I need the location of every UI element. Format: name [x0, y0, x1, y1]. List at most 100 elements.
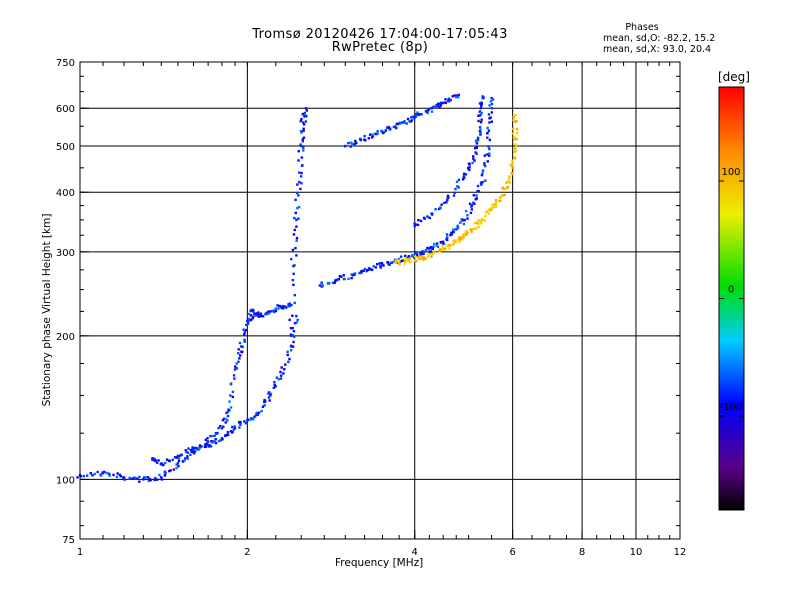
data-point [164, 471, 167, 475]
data-point [189, 448, 193, 452]
data-point [397, 257, 401, 261]
data-point [292, 330, 296, 333]
data-point [451, 228, 455, 231]
data-point [433, 105, 437, 109]
data-point [267, 310, 270, 313]
data-point [472, 194, 476, 197]
data-point [488, 104, 491, 107]
data-point [488, 208, 491, 211]
data-point [184, 449, 187, 452]
data-point [297, 194, 300, 197]
data-point [282, 305, 285, 308]
data-point [422, 252, 425, 255]
data-point [225, 411, 228, 415]
data-point [303, 111, 307, 115]
data-point [453, 94, 456, 97]
data-point [211, 434, 214, 438]
y-tick-label: 750 [56, 58, 75, 69]
data-point [226, 431, 230, 434]
data-point [283, 305, 287, 308]
data-point [164, 461, 167, 465]
data-point [432, 251, 436, 254]
data-point [347, 141, 350, 145]
data-point [275, 376, 279, 379]
data-point [448, 244, 452, 247]
data-point [376, 132, 379, 136]
data-point [468, 168, 471, 172]
data-point [255, 312, 258, 315]
data-point [511, 166, 515, 170]
data-point [198, 444, 202, 447]
data-point [432, 242, 436, 246]
data-point [163, 474, 167, 477]
data-point [472, 157, 475, 161]
x-tick-label: 1 [77, 547, 83, 558]
data-point [426, 215, 430, 219]
data-point [297, 205, 301, 209]
data-point [292, 272, 295, 275]
data-point [488, 154, 491, 157]
data-point [252, 308, 255, 312]
data-point [168, 469, 171, 473]
data-point [254, 415, 257, 418]
data-point [301, 112, 305, 116]
data-point [353, 272, 357, 276]
data-point [226, 414, 230, 418]
data-point [462, 222, 466, 226]
data-point [430, 106, 434, 110]
data-point [479, 133, 482, 136]
data-point [183, 459, 186, 462]
data-point [404, 254, 407, 258]
data-point [363, 134, 366, 138]
data-point [184, 457, 187, 460]
data-point [432, 105, 435, 108]
data-point [210, 439, 213, 443]
colorbar-tick-label: 0 [728, 285, 734, 296]
x-tick-label: 10 [630, 547, 643, 558]
data-point [274, 385, 277, 388]
data-point [478, 102, 481, 105]
data-point [456, 185, 459, 188]
data-point [213, 434, 216, 438]
data-point [268, 399, 271, 402]
data-point [484, 211, 488, 214]
data-point [277, 307, 280, 310]
data-point [450, 233, 453, 236]
data-point [246, 319, 249, 323]
legend-title: Phases [625, 22, 659, 33]
data-point [265, 311, 268, 315]
data-point [480, 221, 483, 224]
data-point [108, 472, 111, 475]
data-point [293, 301, 296, 305]
data-point [464, 233, 468, 237]
data-point [476, 136, 480, 140]
data-point [267, 396, 271, 399]
data-point [96, 470, 99, 474]
data-point [490, 120, 494, 123]
data-point [349, 141, 352, 144]
data-point [299, 130, 303, 133]
data-point [190, 450, 193, 454]
data-point [195, 446, 198, 450]
data-point [286, 350, 289, 354]
data-point [445, 244, 448, 247]
colorbar-tick-label: 100 [721, 167, 740, 178]
data-point [512, 118, 515, 122]
data-point [456, 224, 459, 228]
data-point [238, 357, 241, 360]
data-point [484, 179, 487, 182]
data-point [234, 365, 237, 368]
data-point [274, 309, 278, 313]
data-point [505, 181, 508, 184]
data-point [422, 216, 426, 220]
data-point [131, 477, 134, 481]
y-tick-label: 300 [56, 248, 75, 259]
data-point [226, 410, 230, 414]
data-point [481, 172, 484, 175]
data-point [465, 229, 468, 232]
data-point [279, 377, 283, 380]
data-point [448, 247, 451, 251]
data-point [244, 328, 248, 332]
data-point [204, 438, 208, 442]
x-tick-label: 2 [244, 547, 250, 558]
